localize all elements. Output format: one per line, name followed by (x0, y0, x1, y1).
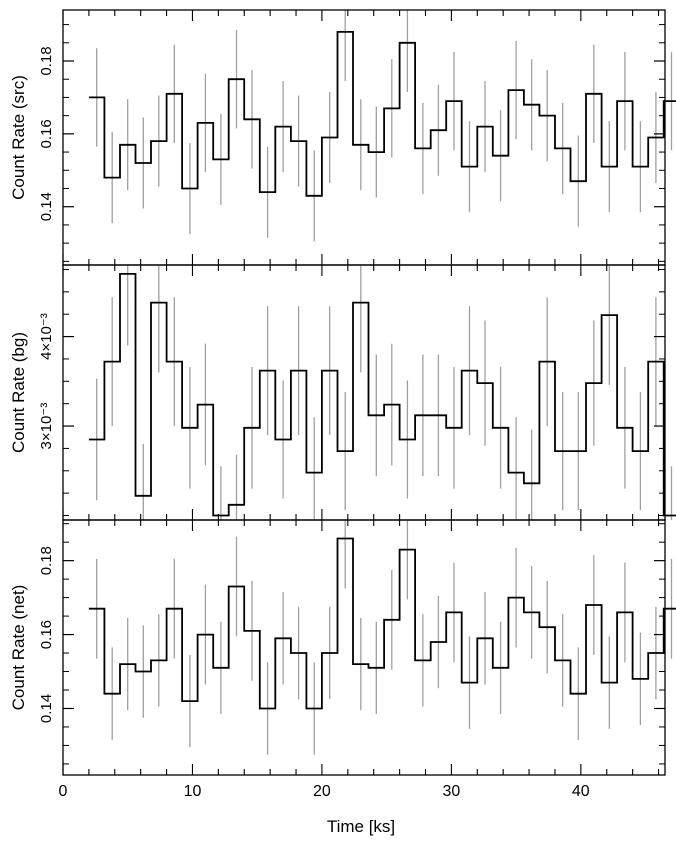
x-tick-label: 30 (443, 783, 461, 800)
panel-frame (62, 519, 666, 776)
x-axis-label: Time [ks] (327, 817, 395, 836)
x-tick-label: 40 (572, 783, 590, 800)
panel-1: 0.14 0.16 0.18 Count Rate (src) (9, 9, 676, 266)
y-tick-label: 0.16 (38, 620, 55, 649)
panel-frame (62, 9, 666, 266)
y-tick-label: 0.16 (38, 119, 55, 148)
x-tick-label: 20 (313, 783, 331, 800)
error-bars (96, 265, 673, 520)
y-axis-label: Count Rate (net) (9, 585, 28, 711)
panel-2: 3×10⁻³ 4×10⁻³ Count Rate (bg) (9, 264, 676, 521)
error-bars (96, 10, 673, 242)
y-tick-label: 0.18 (38, 46, 55, 75)
y-tick-label: 3×10⁻³ (38, 403, 55, 450)
y-tick-label: 0.14 (38, 694, 55, 723)
y-tick-label: 0.18 (38, 546, 55, 575)
y-axis-label: Count Rate (bg) (9, 332, 28, 453)
step-line (88, 273, 676, 517)
step-line (88, 537, 676, 710)
y-tick-label: 0.14 (38, 192, 55, 221)
error-bars (96, 520, 673, 755)
x-tick-label: 10 (184, 783, 202, 800)
y-axis-label: Count Rate (src) (9, 75, 28, 200)
y-tick-label: 4×10⁻³ (38, 313, 55, 360)
step-line (88, 31, 676, 197)
x-tick-label: 0 (59, 783, 68, 800)
panel-3: 0.14 0.16 0.18 Count Rate (net) (9, 519, 676, 776)
